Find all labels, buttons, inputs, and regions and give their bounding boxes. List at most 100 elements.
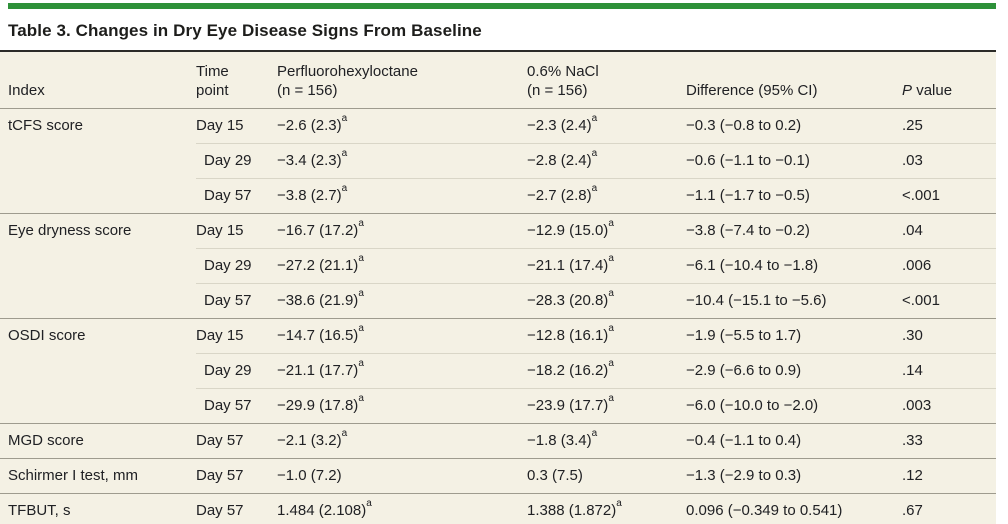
cell-pvalue: .04 bbox=[902, 213, 996, 249]
table-row: Day 57 −29.9 (17.8)a −23.9 (17.7)a −6.0 … bbox=[0, 388, 996, 424]
cell-difference: −0.4 (−1.1 to 0.4) bbox=[686, 423, 902, 459]
cell-pvalue: .25 bbox=[902, 108, 996, 144]
cell-timepoint: Day 15 bbox=[196, 213, 277, 249]
cell-pfho: −3.4 (2.3)a bbox=[277, 143, 527, 179]
cell-index: OSDI score bbox=[0, 318, 196, 424]
cell-pvalue: .67 bbox=[902, 493, 996, 524]
cell-timepoint: Day 57 bbox=[196, 283, 277, 319]
cell-pfho: −14.7 (16.5)a bbox=[277, 318, 527, 354]
cell-pfho: −29.9 (17.8)a bbox=[277, 388, 527, 424]
cell-nacl: 1.388 (1.872)a bbox=[527, 493, 686, 524]
cell-difference: −0.6 (−1.1 to −0.1) bbox=[686, 143, 902, 179]
footnote-a-marker: a bbox=[358, 253, 364, 264]
footnote-a-marker: a bbox=[608, 393, 614, 404]
col-header-nacl: 0.6% NaCl (n = 156) bbox=[527, 51, 686, 109]
footnote-a-marker: a bbox=[341, 183, 348, 194]
cell-difference: −10.4 (−15.1 to −5.6) bbox=[686, 283, 902, 319]
table-title: Table 3. Changes in Dry Eye Disease Sign… bbox=[8, 21, 482, 40]
cell-nacl: −23.9 (17.7)a bbox=[527, 388, 686, 424]
cell-nacl: 0.3 (7.5) bbox=[527, 458, 686, 494]
cell-pvalue: .006 bbox=[902, 248, 996, 284]
footnote-a-marker: a bbox=[608, 253, 614, 264]
cell-pvalue: <.001 bbox=[902, 178, 996, 214]
footnote-a-marker: a bbox=[591, 183, 598, 194]
cell-pvalue: .12 bbox=[902, 458, 996, 494]
footnote-a-marker: a bbox=[341, 113, 348, 124]
cell-difference: −6.1 (−10.4 to −1.8) bbox=[686, 248, 902, 284]
accent-bar bbox=[8, 3, 996, 9]
cell-nacl: −2.7 (2.8)a bbox=[527, 178, 686, 214]
cell-timepoint: Day 57 bbox=[196, 423, 277, 459]
cell-difference: −3.8 (−7.4 to −0.2) bbox=[686, 213, 902, 249]
footnote-a-marker: a bbox=[608, 358, 614, 369]
cell-nacl: −2.8 (2.4)a bbox=[527, 143, 686, 179]
cell-nacl: −1.8 (3.4)a bbox=[527, 423, 686, 459]
footnote-a-marker: a bbox=[591, 148, 598, 159]
cell-pvalue: .30 bbox=[902, 318, 996, 354]
p-rest: value bbox=[916, 82, 953, 99]
table-row: TFBUT, s Day 57 1.484 (2.108)a 1.388 (1.… bbox=[0, 493, 996, 524]
table-row: tCFS score Day 15 −2.6 (2.3)a −2.3 (2.4)… bbox=[0, 108, 996, 214]
table-row: Day 29 −3.4 (2.3)a −2.8 (2.4)a −0.6 (−1.… bbox=[0, 143, 996, 179]
cell-pvalue: <.001 bbox=[902, 283, 996, 319]
table-row: Schirmer I test, mm Day 57 −1.0 (7.2) 0.… bbox=[0, 458, 996, 494]
cell-difference: 0.096 (−0.349 to 0.541) bbox=[686, 493, 902, 524]
footnote-a-marker: a bbox=[608, 218, 614, 229]
cell-timepoint: Day 57 bbox=[196, 178, 277, 214]
footnote-a-marker: a bbox=[366, 498, 372, 509]
cell-index: Schirmer I test, mm bbox=[0, 458, 196, 494]
col-header-perfluorohexyloctane: Perfluorohexyloctane (n = 156) bbox=[277, 51, 527, 109]
footnote-a-marker: a bbox=[591, 428, 598, 439]
cell-difference: −6.0 (−10.0 to −2.0) bbox=[686, 388, 902, 424]
cell-pvalue: .33 bbox=[902, 423, 996, 459]
cell-timepoint: Day 29 bbox=[196, 143, 277, 179]
cell-difference: −0.3 (−0.8 to 0.2) bbox=[686, 108, 902, 144]
cell-difference: −2.9 (−6.6 to 0.9) bbox=[686, 353, 902, 389]
footnote-a-marker: a bbox=[591, 113, 598, 124]
cell-index: tCFS score bbox=[0, 108, 196, 214]
cell-nacl: −12.8 (16.1)a bbox=[527, 318, 686, 354]
footnote-a-marker: a bbox=[341, 148, 348, 159]
table3-dry-eye-signs: Index Time point Perfluorohexyloctane (n… bbox=[0, 50, 996, 524]
footnote-a-marker: a bbox=[616, 498, 622, 509]
cell-index: TFBUT, s bbox=[0, 493, 196, 524]
cell-nacl: −28.3 (20.8)a bbox=[527, 283, 686, 319]
footnote-a-marker: a bbox=[358, 323, 364, 334]
cell-pfho: −21.1 (17.7)a bbox=[277, 353, 527, 389]
col-header-pvalue: P value bbox=[902, 51, 996, 109]
cell-timepoint: Day 15 bbox=[196, 318, 277, 354]
cell-pfho: −2.6 (2.3)a bbox=[277, 108, 527, 144]
cell-timepoint: Day 29 bbox=[196, 353, 277, 389]
cell-pfho: −2.1 (3.2)a bbox=[277, 423, 527, 459]
cell-difference: −1.9 (−5.5 to 1.7) bbox=[686, 318, 902, 354]
footnote-a-marker: a bbox=[358, 288, 364, 299]
cell-pfho: 1.484 (2.108)a bbox=[277, 493, 527, 524]
footnote-a-marker: a bbox=[608, 323, 614, 334]
cell-index: Eye dryness score bbox=[0, 213, 196, 319]
header-row: Index Time point Perfluorohexyloctane (n… bbox=[0, 51, 996, 109]
cell-pfho: −1.0 (7.2) bbox=[277, 458, 527, 494]
table-row: Day 29 −21.1 (17.7)a −18.2 (16.2)a −2.9 … bbox=[0, 353, 996, 389]
cell-difference: −1.3 (−2.9 to 0.3) bbox=[686, 458, 902, 494]
cell-index: MGD score bbox=[0, 423, 196, 459]
table-row: Day 57 −3.8 (2.7)a −2.7 (2.8)a −1.1 (−1.… bbox=[0, 178, 996, 214]
cell-timepoint: Day 57 bbox=[196, 388, 277, 424]
cell-timepoint: Day 57 bbox=[196, 458, 277, 494]
table-row: MGD score Day 57 −2.1 (3.2)a −1.8 (3.4)a… bbox=[0, 423, 996, 459]
footnote-a-marker: a bbox=[358, 358, 364, 369]
table-row: OSDI score Day 15 −14.7 (16.5)a −12.8 (1… bbox=[0, 318, 996, 424]
cell-pfho: −3.8 (2.7)a bbox=[277, 178, 527, 214]
cell-difference: −1.1 (−1.7 to −0.5) bbox=[686, 178, 902, 214]
cell-nacl: −2.3 (2.4)a bbox=[527, 108, 686, 144]
table-row: Day 57 −38.6 (21.9)a −28.3 (20.8)a −10.4… bbox=[0, 283, 996, 319]
col-header-index: Index bbox=[0, 51, 196, 109]
cell-timepoint: Day 57 bbox=[196, 493, 277, 524]
cell-pvalue: .03 bbox=[902, 143, 996, 179]
footnote-a-marker: a bbox=[358, 218, 364, 229]
cell-pvalue: .14 bbox=[902, 353, 996, 389]
cell-nacl: −18.2 (16.2)a bbox=[527, 353, 686, 389]
cell-pfho: −16.7 (17.2)a bbox=[277, 213, 527, 249]
footnote-a-marker: a bbox=[358, 393, 364, 404]
footnote-a-marker: a bbox=[608, 288, 614, 299]
col-header-difference: Difference (95% CI) bbox=[686, 51, 902, 109]
